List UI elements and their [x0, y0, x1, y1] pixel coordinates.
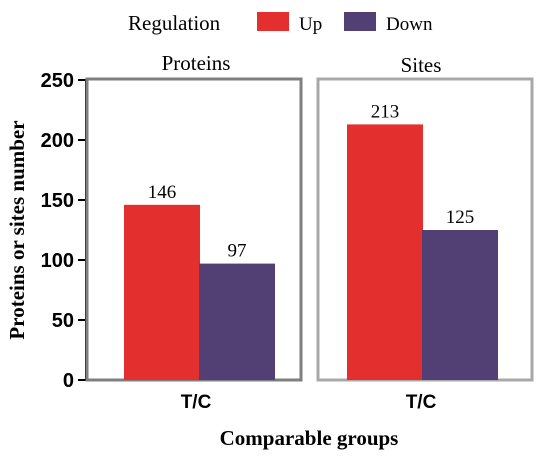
bar-up [124, 204, 200, 380]
legend-swatch-down [344, 12, 376, 31]
legend: Regulation Up Down [128, 11, 433, 35]
panel-proteins: 146 97 T/C [85, 77, 303, 413]
bars-proteins: 146 97 [124, 182, 275, 380]
bar-value-label: 146 [148, 182, 177, 203]
bar-value-label: 213 [371, 101, 400, 122]
y-axis-label: Proteins or sites number [5, 120, 29, 339]
legend-label-down: Down [386, 14, 433, 35]
bar-value-label: 125 [446, 207, 475, 228]
y-ticks: 0 50 100 150 200 250 [41, 70, 86, 392]
x-tick-label-proteins: T/C [181, 392, 212, 413]
x-axis-label: Comparable groups [220, 426, 399, 450]
bar-value-label: 97 [228, 241, 247, 262]
bar-up [347, 124, 423, 381]
y-tick-label: 150 [41, 190, 74, 212]
x-tick-label-sites: T/C [406, 392, 437, 413]
y-tick-label: 250 [41, 70, 74, 92]
bar-down [199, 263, 275, 380]
legend-title: Regulation [128, 11, 221, 35]
panel-title-sites: Sites [401, 53, 442, 77]
y-tick-label: 200 [41, 130, 74, 152]
bars-sites: 213 125 [347, 101, 498, 381]
y-tick-label: 0 [63, 370, 74, 392]
panel-sites: 213 125 T/C [316, 77, 534, 413]
panel-title-proteins: Proteins [162, 51, 231, 75]
legend-swatch-up [257, 12, 289, 31]
legend-label-up: Up [299, 14, 322, 35]
bar-down [422, 230, 498, 380]
y-axis: 0 50 100 150 200 250 [41, 70, 87, 392]
y-tick-label: 50 [52, 310, 74, 332]
y-tick-label: 100 [41, 250, 74, 272]
